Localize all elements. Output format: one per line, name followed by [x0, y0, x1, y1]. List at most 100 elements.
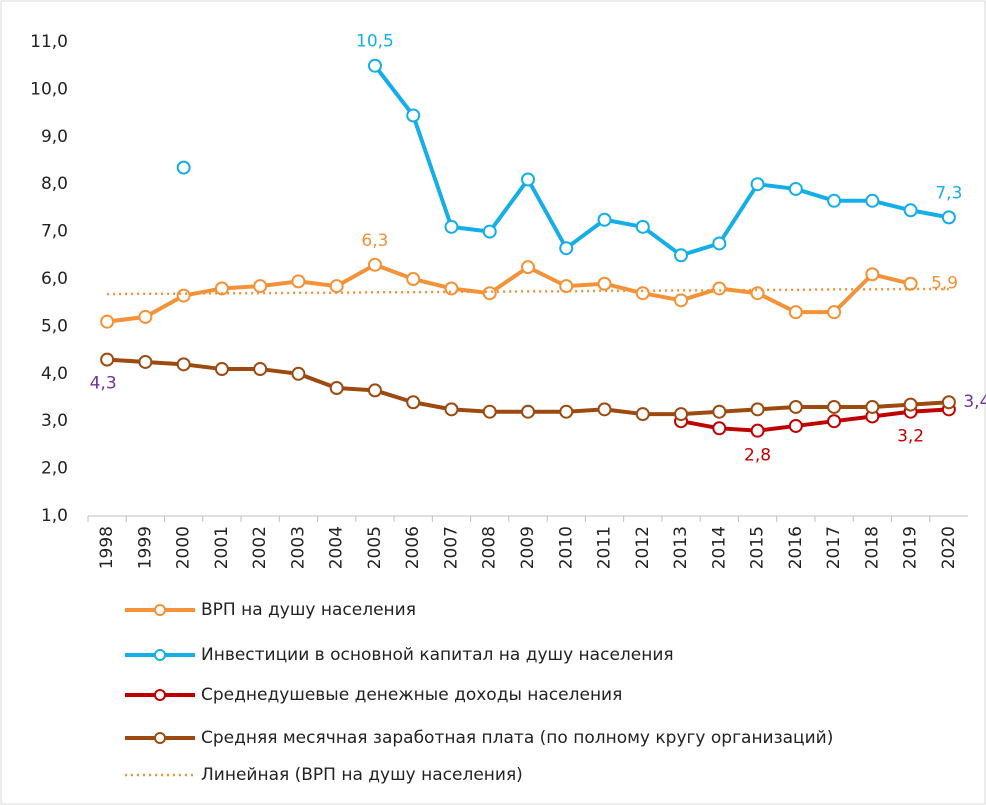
x-tick-label: 2016 [786, 526, 806, 569]
point-marker [635, 286, 650, 301]
x-tick-label: 2009 [518, 526, 538, 569]
point-marker [291, 366, 306, 381]
point-marker [788, 181, 803, 196]
point-marker [865, 193, 880, 208]
point-marker [559, 279, 574, 294]
point-marker [750, 286, 765, 301]
trend-line [107, 287, 949, 296]
point-marker [482, 286, 497, 301]
x-tick-label: 2020 [939, 526, 959, 569]
y-tick-label: 11,0 [30, 32, 68, 52]
value-label: 2,8 [744, 446, 771, 466]
y-tick-label: 9,0 [41, 127, 68, 147]
legend-label: Среднедушевые денежные доходы населения [201, 685, 622, 705]
point-marker [253, 279, 268, 294]
point-marker [329, 381, 344, 396]
x-tick-label: 2017 [824, 526, 844, 569]
x-tick-label: 2012 [633, 526, 653, 569]
x-tick-label: 2006 [403, 526, 423, 569]
point-marker [941, 395, 956, 410]
x-tick-label: 2001 [212, 526, 232, 569]
x-tick-label: 2000 [174, 526, 194, 569]
legend-label: Линейная (ВРП на душу населения) [201, 765, 523, 785]
point-marker [788, 399, 803, 414]
x-tick-label: 2003 [288, 526, 308, 569]
x-tick-label: 2018 [862, 526, 882, 569]
value-label: 3,2 [897, 427, 924, 447]
point-marker [100, 352, 115, 367]
legend-label: Средняя месячная заработная плата (по по… [201, 728, 833, 748]
series-line [373, 64, 950, 258]
point-marker [176, 288, 191, 303]
point-marker [635, 219, 650, 234]
value-label: 4,3 [90, 374, 117, 394]
point-marker [827, 305, 842, 320]
point-marker [788, 305, 803, 320]
point-marker [750, 402, 765, 417]
legend-label: ВРП на душу населения [201, 600, 416, 620]
point-marker [329, 279, 344, 294]
point-marker [444, 219, 459, 234]
x-tick-label: 2008 [480, 526, 500, 569]
point-marker [750, 423, 765, 438]
point-marker [444, 281, 459, 296]
legend-label: Инвестиции в основной капитал на душу на… [201, 645, 674, 665]
value-label: 3,4 [963, 392, 986, 412]
x-tick-label: 2007 [441, 526, 461, 569]
point-marker [597, 276, 612, 291]
point-marker [635, 407, 650, 422]
series-line [106, 262, 912, 324]
legend-marker [154, 604, 166, 616]
point-marker [176, 160, 191, 175]
point-marker [865, 267, 880, 282]
y-tick-label: 6,0 [41, 269, 68, 289]
x-tick-label: 2002 [250, 526, 270, 569]
x-tick-label: 2010 [556, 526, 576, 569]
point-marker [444, 402, 459, 417]
point-marker [367, 257, 382, 272]
point-marker [941, 210, 956, 225]
point-marker [521, 172, 535, 187]
point-marker [712, 281, 727, 296]
point-marker [712, 404, 727, 419]
x-tick-label: 1998 [97, 526, 117, 569]
point-marker [903, 203, 918, 218]
point-marker [827, 414, 842, 429]
point-marker [712, 421, 727, 436]
point-marker [674, 248, 689, 263]
point-marker [827, 193, 842, 208]
x-tick-label: 2015 [748, 526, 768, 569]
point-marker [597, 212, 612, 227]
point-marker [176, 357, 191, 372]
point-marker [482, 404, 497, 419]
value-label: 10,5 [356, 32, 394, 52]
point-marker [521, 260, 535, 275]
legend-marker [154, 732, 166, 744]
point-marker [100, 314, 115, 329]
y-tick-label: 4,0 [41, 364, 68, 384]
point-marker [674, 293, 689, 308]
point-marker [788, 418, 803, 433]
x-tick-label: 1999 [135, 526, 155, 569]
point-marker [674, 407, 689, 422]
point-marker [138, 309, 153, 324]
y-tick-label: 5,0 [41, 316, 68, 336]
point-marker [406, 108, 421, 123]
point-marker [865, 399, 880, 414]
point-marker [253, 362, 268, 377]
point-marker [521, 404, 535, 419]
point-marker [827, 399, 842, 414]
value-label: 7,3 [935, 183, 962, 203]
point-marker [291, 274, 306, 289]
y-tick-label: 3,0 [41, 411, 68, 431]
x-tick-label: 2013 [671, 526, 691, 569]
point-marker [214, 362, 229, 377]
x-tick-label: 2011 [595, 526, 615, 569]
y-tick-label: 8,0 [41, 174, 68, 194]
point-marker [138, 354, 153, 369]
point-marker [559, 241, 574, 256]
x-tick-label: 2005 [365, 526, 385, 569]
